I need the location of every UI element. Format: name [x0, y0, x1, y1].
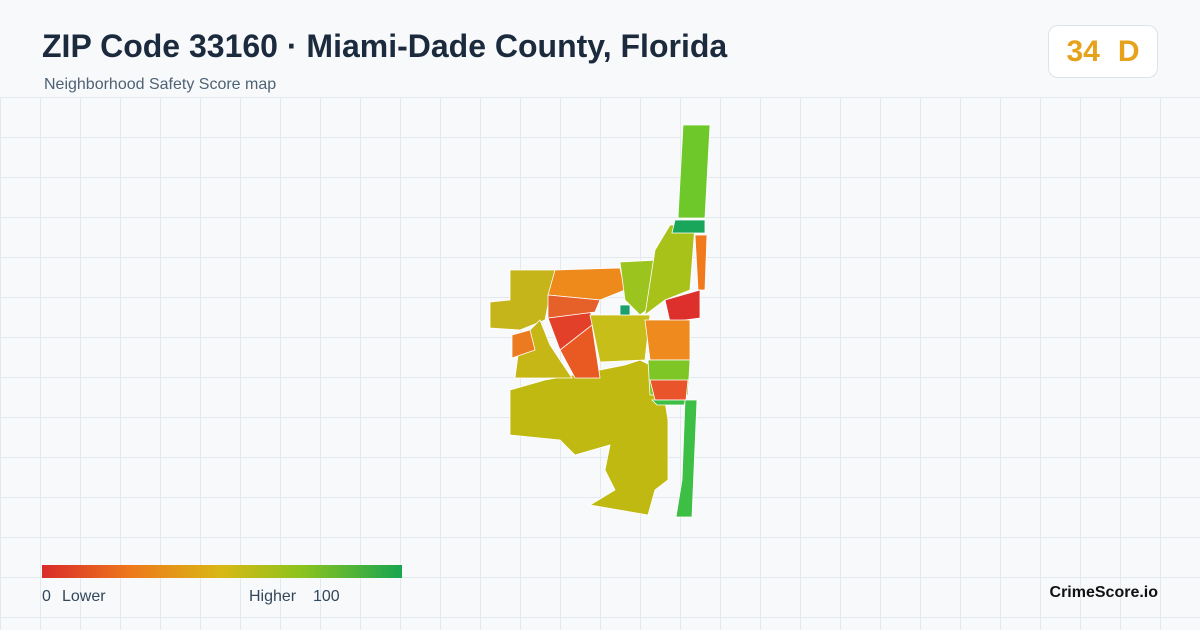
score-value: 34: [1066, 34, 1100, 68]
region: [547, 267, 626, 301]
title: ZIP Code 33160 · Miami-Dade County, Flor…: [42, 28, 728, 64]
legend-gradient: [42, 565, 402, 578]
region: [649, 379, 689, 401]
subtitle: Neighborhood Safety Score map: [44, 76, 277, 93]
region: [644, 319, 691, 361]
region: [547, 294, 601, 319]
legend-min-label: Lower: [62, 588, 106, 605]
grid: [0, 97, 1200, 630]
brand: CrimeScore.io: [1049, 584, 1158, 601]
legend-max-label: Higher: [249, 588, 297, 605]
region: [694, 234, 708, 291]
region: [509, 359, 669, 516]
region: [619, 304, 631, 316]
region: [644, 224, 696, 316]
region: [651, 399, 687, 406]
region: [675, 399, 698, 518]
region: [671, 219, 706, 234]
region: [559, 324, 601, 379]
region: [489, 269, 556, 331]
score-grade: D: [1117, 34, 1140, 68]
region: [511, 329, 536, 359]
score-badge: 34 D: [1048, 25, 1158, 78]
region: [589, 314, 651, 363]
legend-max: 100: [313, 588, 340, 605]
legend-min: 0: [42, 588, 51, 605]
region: [664, 289, 701, 323]
region: [677, 124, 711, 219]
